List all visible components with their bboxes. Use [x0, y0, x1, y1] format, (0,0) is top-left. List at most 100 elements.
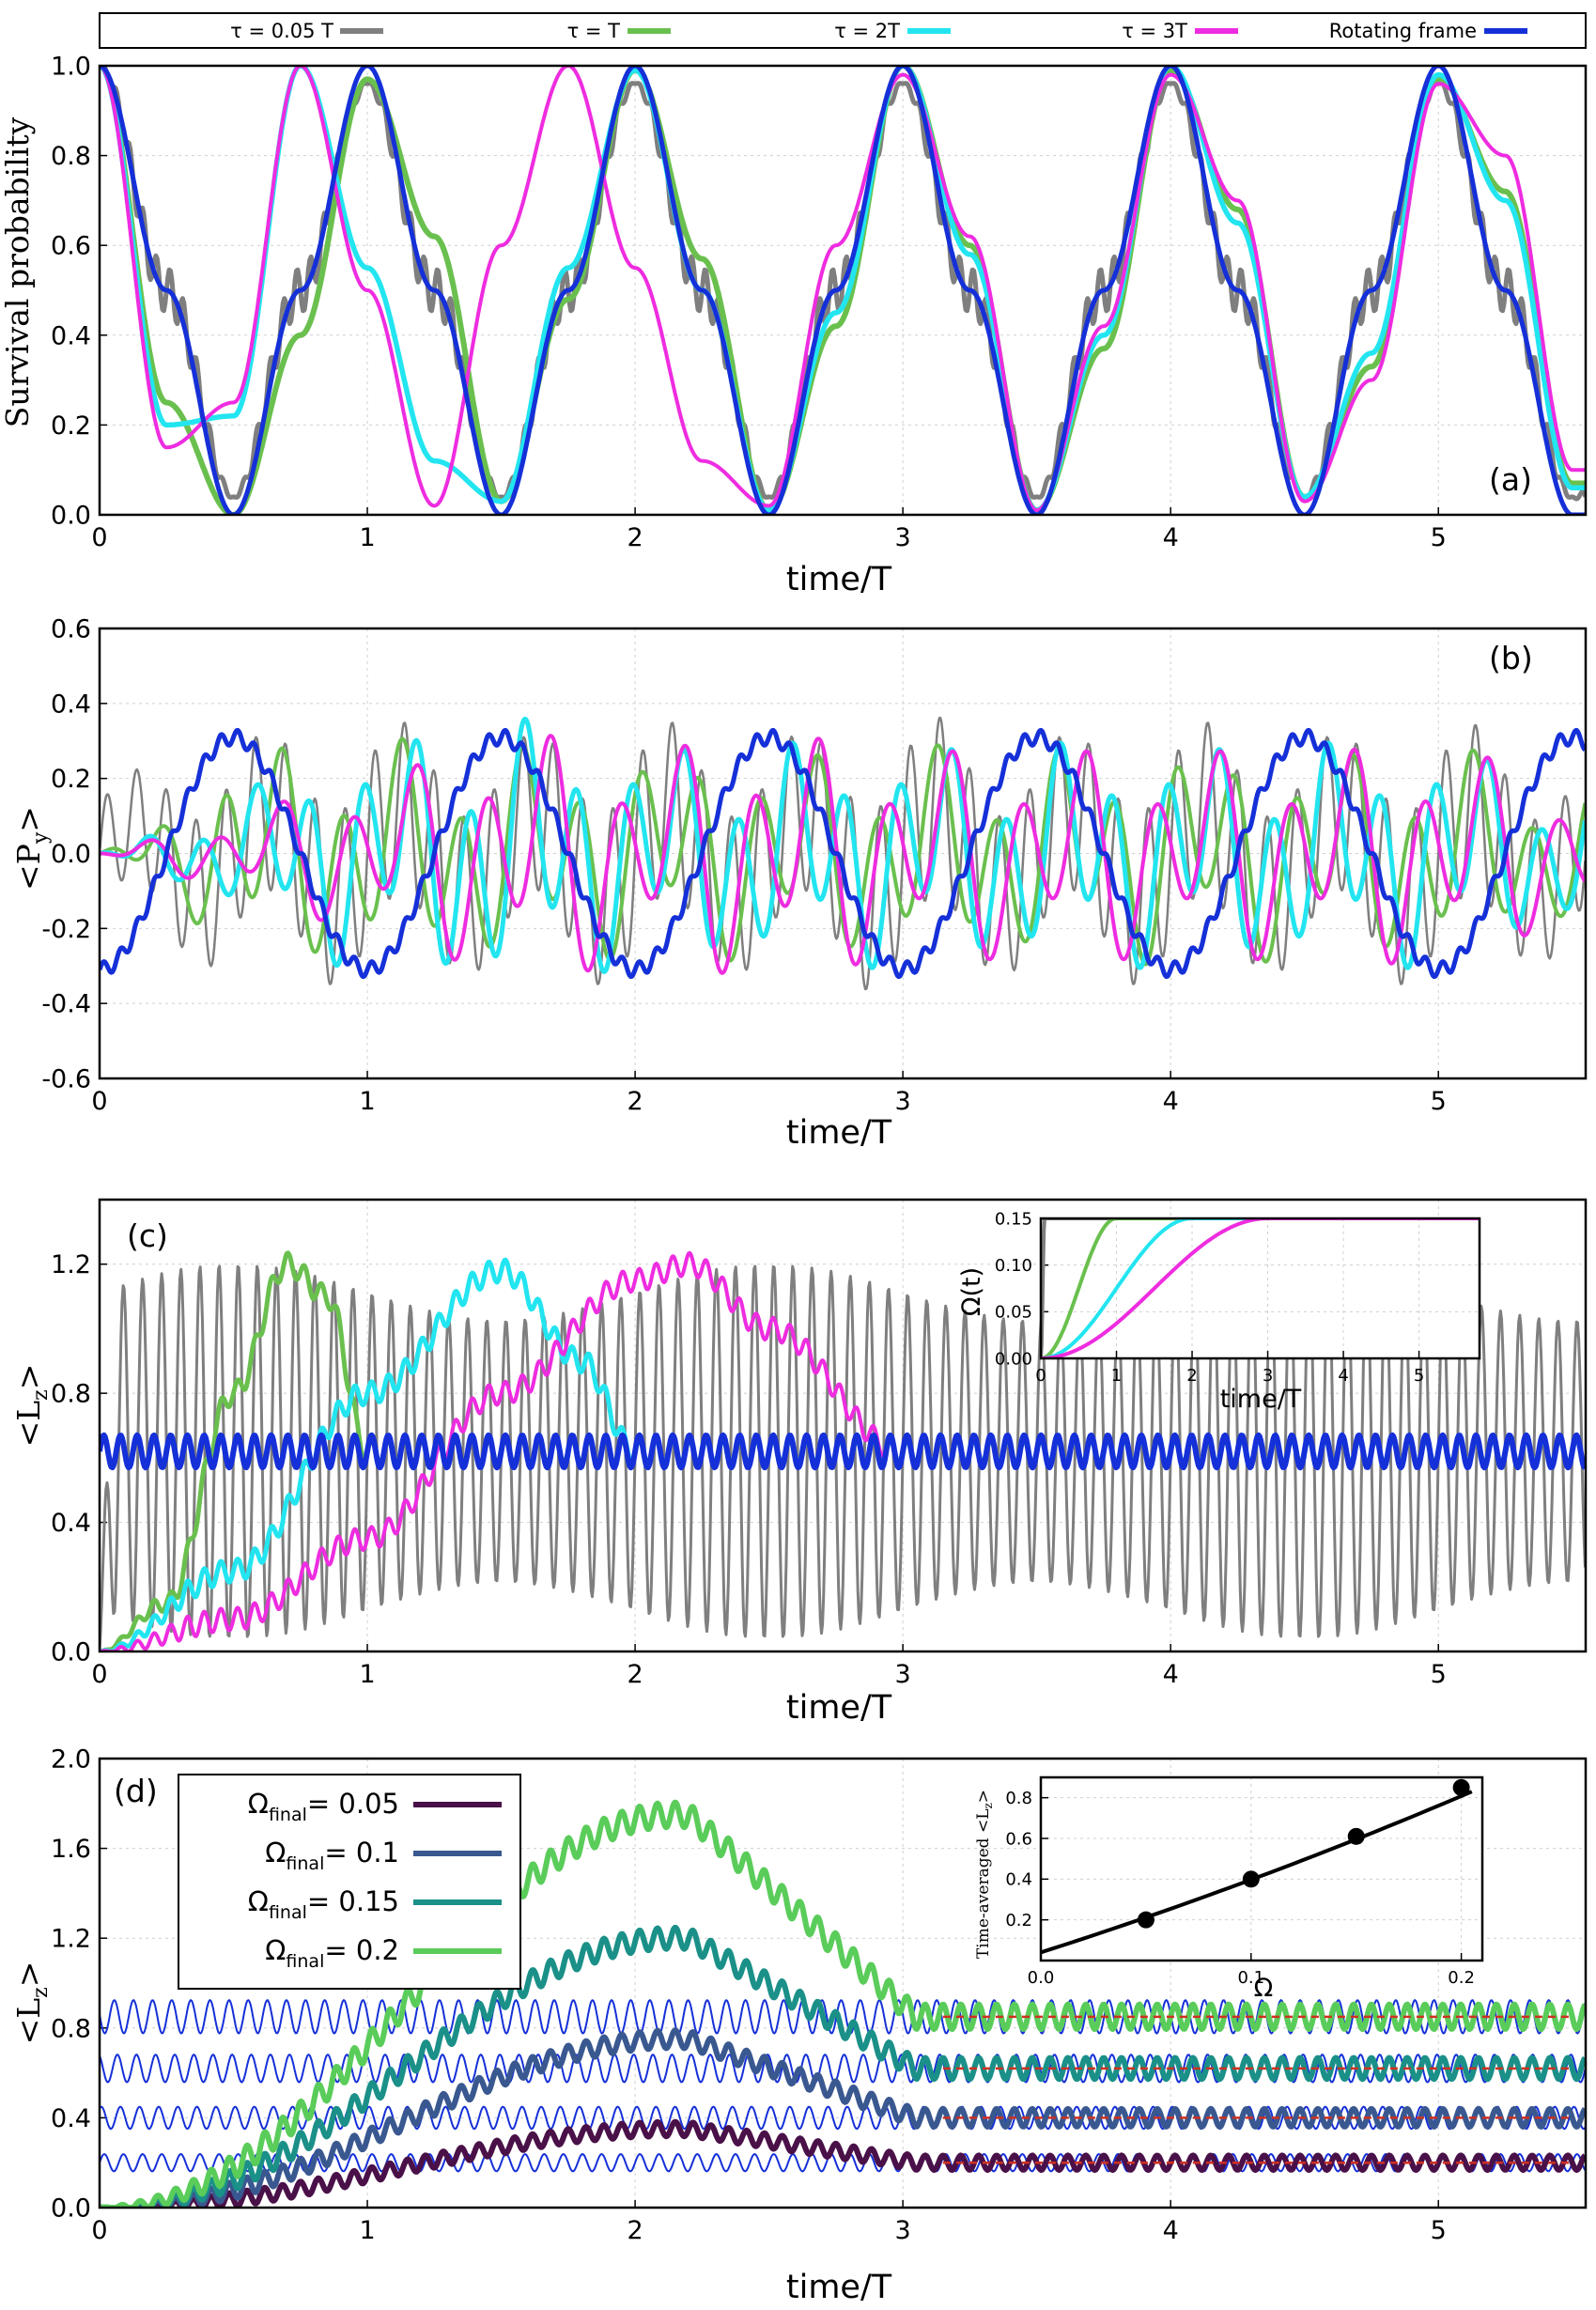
panel-d-inset-xtick-label-1: 0.1	[1237, 1968, 1264, 1988]
legend-d-sub-015: final	[269, 1902, 307, 1923]
legend-label-tau-3T: τ = 3T	[1122, 20, 1187, 42]
panel-c-series-0	[100, 1264, 1586, 1651]
legend-d-value-02: = 0.2	[324, 1934, 399, 1966]
panel-c-label: (c)	[127, 1217, 168, 1254]
legend-d-value-005: = 0.05	[307, 1788, 399, 1820]
panel-a-ytick-label-3: 0.6	[51, 232, 91, 261]
panel-d-inset-point-0	[1137, 1911, 1154, 1929]
panel-d-legend: Ωfinal= 0.05 Ωfinal= 0.1 Ωfinal= 0.15 Ωf…	[178, 1774, 521, 1990]
panel-d-ytick-label-2: 0.8	[51, 2014, 91, 2043]
panel-a-series-4	[100, 66, 1586, 515]
panel-d-series-2	[100, 1925, 1586, 2208]
panel-a-xtick-label-1: 1	[359, 523, 375, 552]
panel-b-label: (b)	[1489, 640, 1533, 676]
panel-c-inset-xtick-label-4: 4	[1338, 1366, 1348, 1386]
panel-c-inset-ylabel: Ω(t)	[957, 1267, 986, 1316]
panel-c-xtick-label-1: 1	[359, 1660, 375, 1689]
panel-a-ylabel: Survival probability	[0, 116, 36, 427]
panel-d-legend-label-015: Ωfinal= 0.15	[248, 1885, 399, 1923]
panel-c-xtick-label-2: 2	[627, 1660, 643, 1689]
panel-d-inset-ylabel-end: >	[974, 1790, 993, 1803]
panel-c-xtick-label-3: 3	[895, 1660, 911, 1689]
panel-d-ytick-label-1: 0.4	[51, 2104, 91, 2133]
panel-b-ytick-label-4: 0.2	[51, 765, 91, 794]
panel-b-ytick-label-0: -0.6	[41, 1064, 91, 1093]
legend-d-value-01: = 0.1	[324, 1837, 399, 1868]
panel-d-inset-frame	[1039, 1775, 1484, 1962]
panel-a-ytick-label-1: 0.2	[51, 411, 91, 441]
panel-d: 0 1 2 3 4 5 0.0 0.4 0.8 1.2 1.6 2.0 0.0 0.1 0.2 0.2 0.4 0…	[51, 1744, 1588, 2245]
panel-d-ylabel: <Lz>	[10, 1961, 53, 2045]
panel-c-inset-xtick-label-1: 1	[1111, 1366, 1122, 1386]
legend-d-prefix-015: Ω	[248, 1885, 269, 1917]
panel-c-inset-frame	[1039, 1217, 1481, 1360]
panel-c-ytick-label-2: 0.8	[51, 1380, 91, 1409]
panel-c-inset-series-2	[1041, 1218, 1480, 1358]
panel-d-inset-xtick-label-0: 0.0	[1028, 1968, 1055, 1988]
panel-c-ytick-label-1: 0.4	[51, 1509, 91, 1538]
panel-c-ytick-label-3: 1.2	[51, 1250, 91, 1279]
panel-a-xtick-label-5: 5	[1431, 523, 1447, 552]
panel-d-rotating-0	[100, 2153, 1586, 2173]
panel-c-inset-ytick-label-1: 0.05	[995, 1303, 1032, 1323]
panel-d-inset-ytick-label-0: 0.2	[1005, 1911, 1032, 1930]
legend-d-value-015: = 0.15	[307, 1885, 399, 1917]
panel-a-label: (a)	[1489, 461, 1532, 498]
panel-c-xtick-label-0: 0	[91, 1660, 107, 1689]
panel-b-ytick-label-3: 0.0	[51, 840, 91, 869]
panel-d-inset-ylabel: Time-averaged <Lz>	[974, 1790, 995, 1959]
panel-c-inset-xtick-label-3: 3	[1263, 1366, 1273, 1386]
panel-d-inset-ytick-label-1: 0.4	[1005, 1870, 1032, 1890]
legend-label-tau-T: τ = T	[567, 20, 621, 42]
panel-c-ylabel: <Lz>	[10, 1364, 53, 1448]
panel-d-ytick-label-3: 1.2	[51, 1925, 91, 1954]
panel-d-series-3	[100, 1799, 1586, 2208]
panel-d-inset-ylabel-sub: z	[982, 1803, 995, 1808]
panel-b-ytick-label-6: 0.6	[51, 614, 91, 643]
panel-b-series-2	[100, 716, 1586, 974]
panel-c-xtick-label-4: 4	[1163, 1660, 1179, 1689]
panel-c-ylabel-main: <L	[10, 1401, 47, 1448]
panel-c-inset-xtick-label-2: 2	[1186, 1366, 1197, 1386]
panel-b-xtick-label-4: 4	[1163, 1087, 1179, 1116]
panel-b-xtick-label-0: 0	[91, 1087, 107, 1116]
panel-d-ytick-label-4: 1.6	[51, 1835, 91, 1864]
panel-d-ytick-label-0: 0.0	[51, 2194, 91, 2223]
panel-b: 0 1 2 3 4 5 -0.6 -0.4 -0.2 0.0 0.2 0.4 0.6	[41, 614, 1588, 1116]
panel-d-legend-label-005: Ωfinal= 0.05	[248, 1788, 399, 1825]
panel-d-ylabel-sub: z	[29, 1987, 53, 1998]
panel-c-ylabel-sub: z	[29, 1389, 53, 1401]
panel-c: 0 1 2 3 4 5 0.0 0.4 0.8 1.2 0 1 2 3 4 5 0.00 0.05 0.10 0.15	[51, 1198, 1588, 1689]
panel-c-inset-xlabel: time/T	[1220, 1385, 1302, 1414]
panel-d-inset-ytick-label-2: 0.6	[1005, 1829, 1032, 1849]
panel-c-ylabel-end: >	[10, 1364, 47, 1390]
panel-d-frame	[98, 1757, 1588, 2209]
panel-c-frame	[98, 1198, 1588, 1653]
panel-c-inset-xtick-label-0: 0	[1035, 1366, 1046, 1386]
panel-c-inset-ytick-label-2: 0.10	[995, 1256, 1032, 1276]
panel-d-xtick-label-2: 2	[627, 2216, 643, 2245]
legend-d-prefix-005: Ω	[248, 1788, 269, 1820]
panel-c-xtick-label-5: 5	[1431, 1660, 1447, 1689]
panel-d-xtick-label-4: 4	[1163, 2216, 1179, 2245]
panel-d-xtick-label-0: 0	[91, 2216, 107, 2245]
panel-a-xtick-label-0: 0	[91, 523, 107, 552]
panel-a-xlabel: time/T	[786, 561, 892, 598]
panel-b-series-4	[100, 727, 1586, 980]
panel-d-inset-ytick-label-3: 0.8	[1005, 1789, 1032, 1808]
panel-a-xtick-label-2: 2	[627, 523, 643, 552]
legend-d-prefix-02: Ω	[265, 1934, 286, 1966]
panel-d-xtick-label-5: 5	[1431, 2216, 1447, 2245]
panel-b-series-3	[100, 734, 1586, 975]
panel-c-xlabel: time/T	[786, 1689, 892, 1727]
panel-d-inset-point-2	[1347, 1827, 1365, 1845]
panel-d-series-0	[100, 2118, 1586, 2208]
panel-d-inset-xlabel: Ω	[1254, 1974, 1274, 2003]
panel-d-xtick-label-1: 1	[359, 2216, 375, 2245]
panel-d-ylabel-main: <L	[10, 1998, 47, 2045]
panel-a-ytick-label-4: 0.8	[51, 142, 91, 171]
legend-d-sub-01: final	[286, 1853, 324, 1874]
panel-a-series-3	[100, 66, 1586, 513]
panel-c-series-4	[100, 1432, 1586, 1471]
panel-b-ytick-label-2: -0.2	[41, 915, 91, 944]
